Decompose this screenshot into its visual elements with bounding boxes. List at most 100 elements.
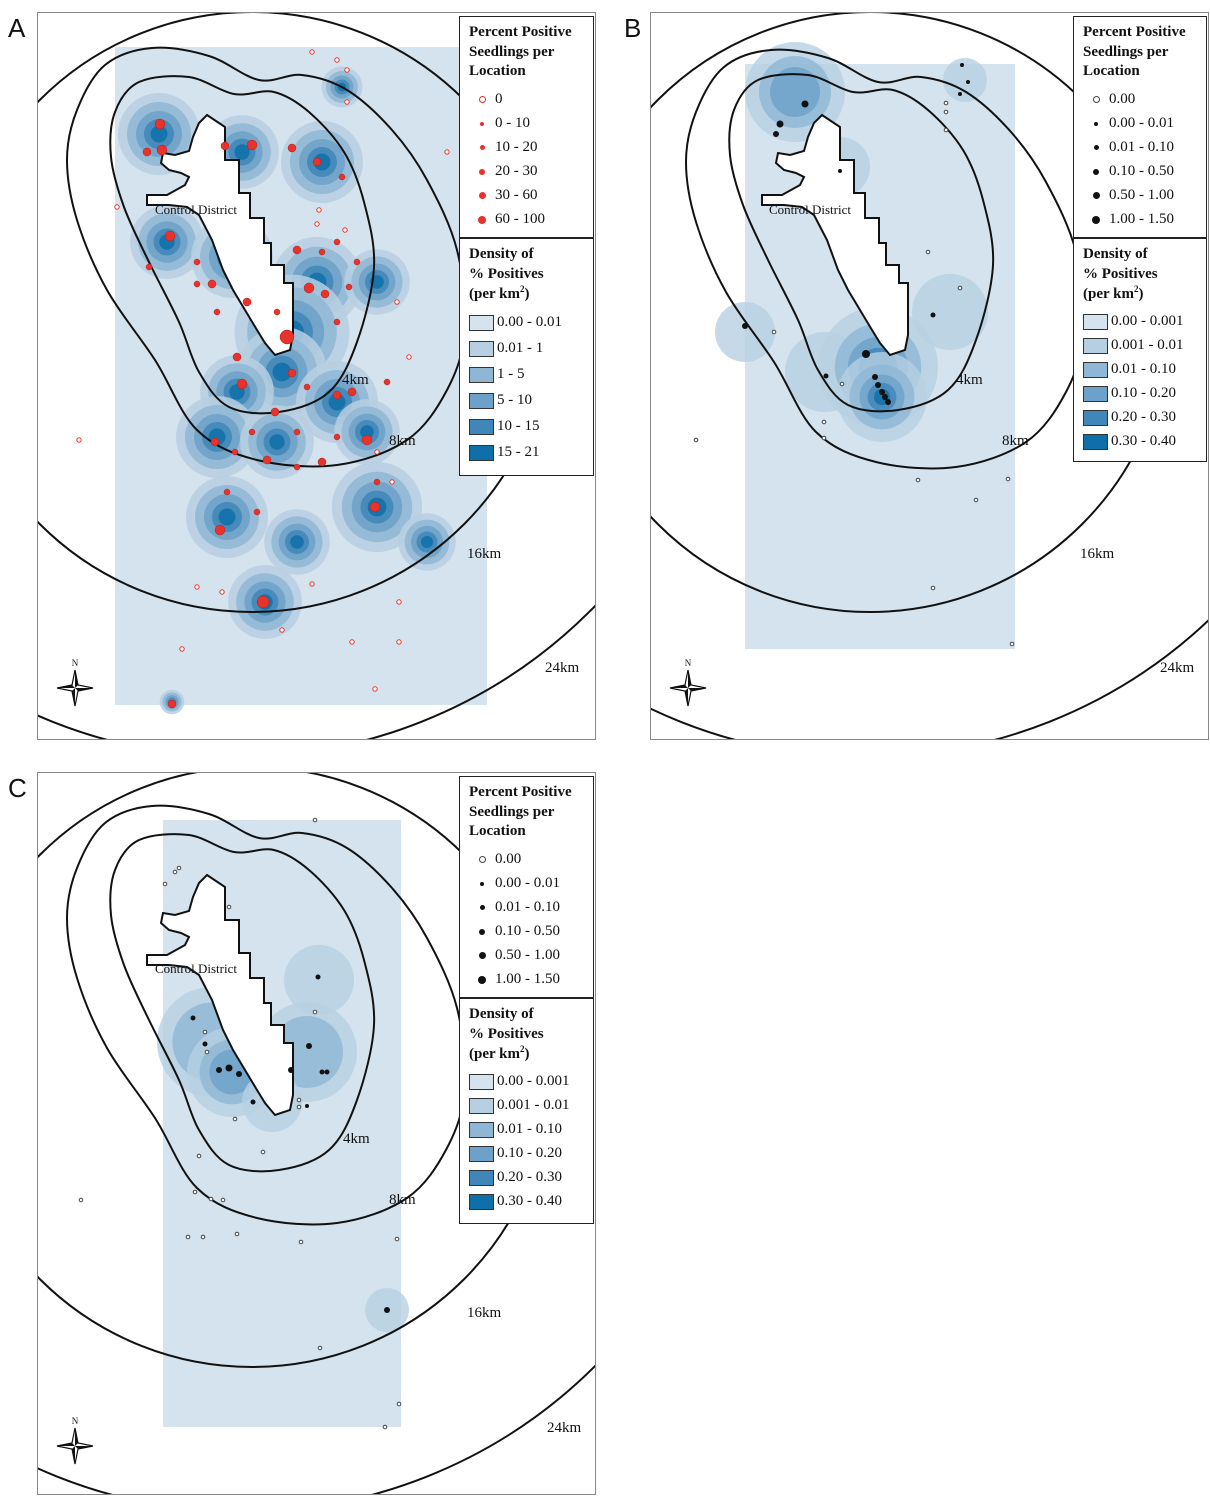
panel-c-letter: C xyxy=(8,773,27,803)
density-legend-item: 0.001 - 0.01 xyxy=(1083,334,1197,358)
point-legend-label: 0.00 - 0.01 xyxy=(1109,115,1174,131)
sample-point-zero xyxy=(915,477,921,483)
sample-point-zero xyxy=(943,127,949,133)
point-legend-label: 0 - 10 xyxy=(495,115,530,131)
point-dot xyxy=(1093,168,1099,175)
compass-fill xyxy=(670,670,706,706)
sample-point-zero xyxy=(342,227,348,233)
density-legend-item: 0.30 - 0.40 xyxy=(1083,430,1197,454)
density-legend-item: 0.01 - 1 xyxy=(469,336,584,362)
density-legend-label: 0.20 - 0.30 xyxy=(497,1169,562,1185)
north-arrow-icon xyxy=(56,669,94,707)
sample-point-zero xyxy=(296,1097,302,1103)
density-legend-label: 5 - 10 xyxy=(497,392,532,408)
point-legend-item: 1.00 - 1.50 xyxy=(469,968,584,992)
sample-point-zero xyxy=(394,1236,400,1242)
sample-point-zero xyxy=(943,100,949,106)
density-swatch xyxy=(469,340,494,357)
ring-label-8km: 8km xyxy=(1002,433,1029,449)
point-legend-item: 0.00 xyxy=(1083,88,1197,112)
density-ring xyxy=(421,536,433,548)
ring-label-8km: 8km xyxy=(389,1192,416,1208)
map-panel-a: Control District 4km 8km 16km 24km N xyxy=(37,12,596,740)
sample-point xyxy=(369,501,381,513)
point-symbol-icon xyxy=(469,856,495,863)
sample-point xyxy=(190,1015,196,1021)
sample-point xyxy=(236,1071,242,1077)
point-dot xyxy=(478,192,486,199)
density-hotspot xyxy=(264,509,330,575)
point-legend-item: 0 - 10 xyxy=(469,112,584,136)
density-hotspot xyxy=(186,476,268,558)
point-legend-label: 0.01 - 0.10 xyxy=(495,899,560,915)
density-legend-label: 0.001 - 0.01 xyxy=(497,1097,570,1113)
sample-point xyxy=(776,120,784,128)
point-dot xyxy=(479,168,485,175)
sample-point-zero xyxy=(194,584,200,590)
sample-point-zero xyxy=(334,57,340,63)
sample-point xyxy=(202,1041,208,1047)
north-arrow-icon xyxy=(669,669,707,707)
sample-point-zero xyxy=(396,639,402,645)
sample-point xyxy=(248,428,256,436)
sample-point xyxy=(167,699,177,709)
point-dot xyxy=(479,905,485,910)
density-ring xyxy=(328,393,346,411)
map-content xyxy=(37,12,596,740)
density-swatch xyxy=(469,366,494,383)
sample-point xyxy=(210,437,220,447)
sample-point xyxy=(293,428,301,436)
point-legend-label: 30 - 60 xyxy=(495,187,538,203)
sample-point-zero xyxy=(317,1345,323,1351)
sample-point-zero xyxy=(943,109,949,115)
sample-point-zero xyxy=(162,881,168,887)
point-legend-label: 0.01 - 0.10 xyxy=(1109,139,1174,155)
density-legend-label: 0.30 - 0.40 xyxy=(497,1193,562,1209)
sample-point-zero xyxy=(406,354,412,360)
map-panel-b: Control District 4km 8km 16km 24km N xyxy=(650,12,1209,740)
density-hotspot xyxy=(943,58,987,102)
control-district-label: Control District xyxy=(769,202,851,217)
density-swatch xyxy=(1083,337,1108,354)
density-legend-label: 0.10 - 0.20 xyxy=(497,1145,562,1161)
unit-text: (per km xyxy=(1083,286,1134,302)
legend-title-unit: (per km2) xyxy=(1083,284,1197,305)
ring-label-16km: 16km xyxy=(1080,546,1115,562)
point-symbol-icon xyxy=(469,121,495,126)
point-symbol-icon xyxy=(469,905,495,910)
density-hotspot xyxy=(912,274,988,350)
density-legend-label: 1 - 5 xyxy=(497,366,525,382)
sample-point-zero xyxy=(316,207,322,213)
sample-point xyxy=(287,143,297,153)
point-legend-item: 1.00 - 1.50 xyxy=(1083,208,1197,232)
sample-point xyxy=(250,1099,256,1105)
sample-point-zero xyxy=(444,149,450,155)
point-legend-label: 0.10 - 0.50 xyxy=(495,923,560,939)
legend-title-line: Density of xyxy=(469,1006,534,1022)
sample-point-zero xyxy=(693,437,699,443)
density-legend-item: 0.10 - 0.20 xyxy=(469,1142,584,1166)
sample-point xyxy=(332,390,342,400)
unit-text: (per km xyxy=(469,1046,520,1062)
density-legend: Density of % Positives (per km2) 0.00 - 0.0… xyxy=(1073,238,1207,462)
sample-point xyxy=(885,399,891,405)
sample-point xyxy=(225,1064,233,1072)
compass-fill xyxy=(57,1428,93,1464)
density-legend-label: 0.01 - 1 xyxy=(497,340,544,356)
sample-point-zero xyxy=(1005,476,1011,482)
sample-point-zero xyxy=(202,1029,208,1035)
point-legend-item: 0.10 - 0.50 xyxy=(1083,160,1197,184)
density-legend-label: 0.01 - 0.10 xyxy=(1111,361,1176,377)
density-ring xyxy=(150,125,168,143)
density-legend-item: 0.01 - 0.10 xyxy=(469,1118,584,1142)
unit-close: ) xyxy=(524,1046,530,1062)
panel-a-letter: A xyxy=(8,13,26,43)
sample-point xyxy=(214,524,226,536)
sample-point-zero xyxy=(925,249,931,255)
density-legend-label: 0.00 - 0.01 xyxy=(497,314,562,330)
density-swatch xyxy=(469,314,494,331)
sample-point-zero xyxy=(196,1153,202,1159)
sample-point xyxy=(324,1069,330,1075)
density-legend-item: 0.20 - 0.30 xyxy=(1083,406,1197,430)
point-dot xyxy=(1093,145,1099,150)
